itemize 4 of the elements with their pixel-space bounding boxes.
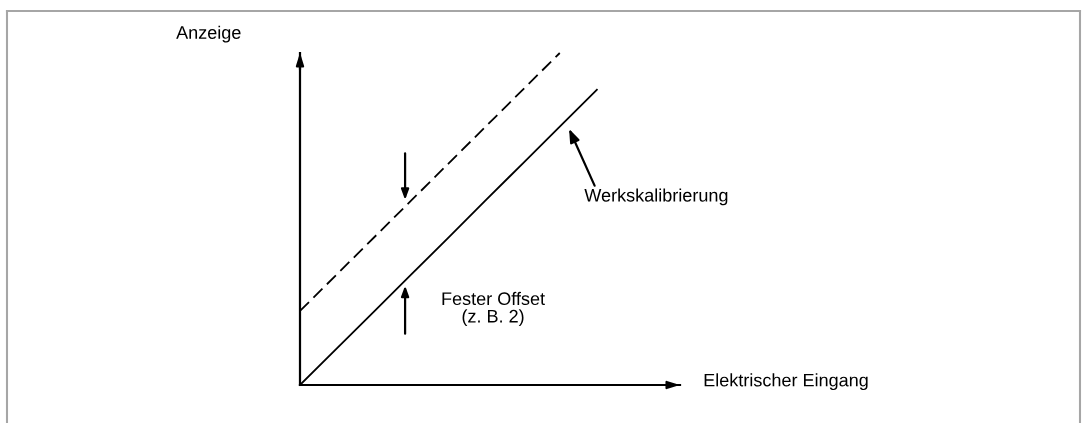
annotation: Fester Offset (z. B. 2) bbox=[442, 291, 545, 327]
text: Werkskalibrierung bbox=[584, 188, 728, 206]
y-axis-title: Anzeige bbox=[176, 25, 241, 43]
x-axis-title: Elektrischer Eingang bbox=[704, 373, 868, 391]
